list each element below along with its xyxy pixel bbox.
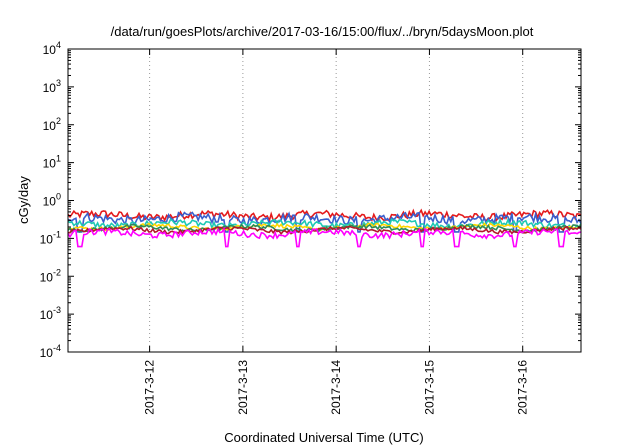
y-tick-label: 100 xyxy=(43,192,61,209)
x-axis: 2017-3-12 2017-3-13 2017-3-14 2017-3-15 2017… xyxy=(143,49,530,415)
x-tick-label: 2017-3-16 xyxy=(516,360,530,415)
y-tick-label: 101 xyxy=(43,154,61,171)
series-group xyxy=(67,208,582,248)
y-tick-label: 10-4 xyxy=(40,343,61,360)
x-tick-label: 2017-3-15 xyxy=(422,360,436,415)
y-tick-label: 10-3 xyxy=(40,305,61,322)
series-line xyxy=(67,225,582,236)
series-line xyxy=(67,210,582,233)
x-grid xyxy=(149,49,524,352)
y-axis-label: cGy/day xyxy=(16,176,31,224)
x-axis-label: Coordinated Universal Time (UTC) xyxy=(224,430,423,445)
x-tick-label: 2017-3-12 xyxy=(143,360,157,415)
y-tick-label: 10-2 xyxy=(40,267,61,284)
series-line xyxy=(67,226,582,248)
y-tick-label: 102 xyxy=(43,116,61,133)
plot-frame xyxy=(67,48,582,353)
y-axis: 10-4 10-3 10-2 10-1 100 101 102 103 104 xyxy=(40,40,581,360)
y-tick-label: 103 xyxy=(43,78,61,95)
x-tick-label: 2017-3-13 xyxy=(236,360,250,415)
y-tick-label: 10-1 xyxy=(40,229,61,246)
y-tick-label: 104 xyxy=(43,40,61,57)
chart-title: /data/run/goesPlots/archive/2017-03-16/1… xyxy=(111,24,534,39)
x-tick-label: 2017-3-14 xyxy=(329,360,343,415)
series-line xyxy=(67,223,582,234)
